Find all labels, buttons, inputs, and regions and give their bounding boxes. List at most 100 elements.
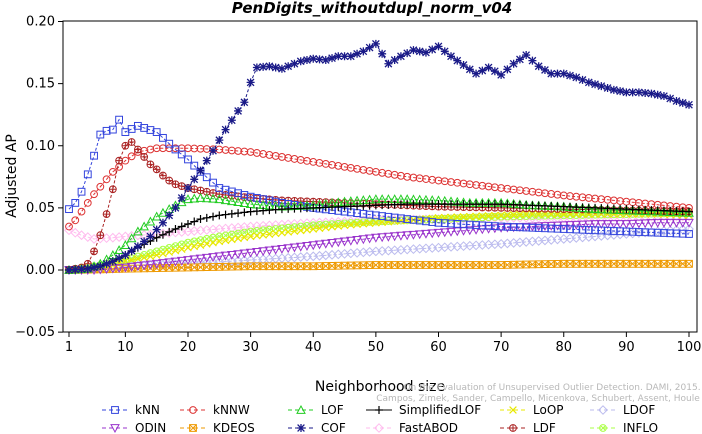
- odin-point: [245, 248, 256, 258]
- cof-point: [653, 90, 662, 99]
- odin-point: [596, 220, 607, 230]
- cof-point: [321, 56, 330, 65]
- cof-point: [497, 70, 506, 79]
- odin-point: [239, 249, 250, 259]
- odin-point: [371, 233, 381, 243]
- knn-point: [528, 223, 537, 232]
- x-tick-label: 40: [305, 340, 322, 355]
- loop-point: [303, 225, 311, 234]
- cof-point: [547, 69, 556, 78]
- odin-point: [546, 221, 557, 231]
- odin-point: [665, 218, 676, 228]
- legend-swatch-marker: [110, 424, 120, 434]
- odin-point: [314, 240, 325, 250]
- simplifiedlof-point: [240, 208, 249, 217]
- knn-point: [90, 151, 98, 160]
- lof-point: [214, 194, 225, 204]
- lof-point: [684, 207, 694, 217]
- legend-item-kdeos: KDEOS: [180, 421, 255, 434]
- cof-point: [353, 49, 362, 58]
- odin-point: [421, 229, 431, 239]
- odin-point: [389, 232, 400, 242]
- cof-point: [672, 97, 681, 106]
- odin-point: [408, 230, 419, 240]
- lof-point: [596, 204, 607, 214]
- ldf-point: [102, 210, 111, 218]
- simplifiedlof-point: [190, 217, 199, 226]
- knn-point: [678, 229, 687, 238]
- cof-point: [396, 52, 405, 61]
- loop-point: [234, 234, 242, 243]
- ldf-point: [115, 156, 124, 165]
- odin-point: [571, 220, 582, 230]
- lof-point: [114, 245, 124, 255]
- cof-point: [246, 78, 255, 87]
- cof-line: [68, 43, 690, 271]
- knn-point: [453, 220, 462, 228]
- cof-point: [540, 65, 549, 74]
- knn-point: [209, 178, 217, 187]
- ldf-point: [121, 141, 130, 150]
- cof-point: [259, 62, 268, 71]
- cof-point: [65, 266, 73, 274]
- lof-point: [640, 206, 651, 216]
- chart-title: PenDigits_withoutdupl_norm_v04: [232, 0, 512, 17]
- cof-point: [309, 54, 318, 63]
- knn-point: [559, 225, 568, 233]
- knn-point: [465, 220, 474, 229]
- watermark-citation: On the Evaluation of Unsupervised Outlie…: [403, 383, 700, 393]
- cof-point: [428, 45, 437, 54]
- loop-point: [353, 220, 361, 229]
- knn-point: [541, 224, 549, 233]
- cof-point: [578, 75, 587, 84]
- knnw-point: [90, 190, 98, 199]
- lof-point: [183, 194, 193, 204]
- simplifiedlof-point: [227, 209, 236, 218]
- odin-point: [264, 246, 275, 256]
- knn-point: [365, 210, 374, 219]
- knn-point: [622, 227, 631, 236]
- cof-point: [371, 39, 380, 48]
- odin-point: [527, 222, 538, 232]
- lof-point: [652, 206, 663, 216]
- odin-point: [602, 220, 613, 230]
- odin-point: [464, 226, 475, 236]
- cof-point: [384, 59, 393, 68]
- legend-item-inflo: INFLO: [590, 421, 658, 434]
- cof-point: [421, 48, 430, 57]
- loop-point: [209, 238, 217, 247]
- cof-point: [378, 49, 387, 58]
- ldf-point: [127, 138, 136, 146]
- cof-point: [302, 56, 311, 65]
- odin-point: [164, 258, 175, 268]
- odin-point: [402, 231, 413, 241]
- cof-point: [234, 106, 243, 115]
- knn-point: [628, 227, 637, 236]
- knn-point: [490, 222, 499, 231]
- legend-label: ODIN: [135, 421, 166, 434]
- y-tick-label: 0.15: [26, 77, 55, 92]
- odin-point: [283, 244, 294, 254]
- odin-point: [565, 221, 575, 231]
- ldf-point: [196, 186, 205, 195]
- legend-swatch-marker: [111, 406, 119, 414]
- legend-swatch-marker: [189, 406, 197, 414]
- lof-point: [120, 240, 131, 250]
- legend-swatch-marker: [189, 424, 197, 432]
- ldf-point: [159, 171, 167, 180]
- loop-point: [465, 212, 474, 221]
- ldf-point: [165, 176, 174, 185]
- loop-point: [328, 222, 336, 231]
- cof-point: [685, 100, 693, 109]
- knnw-point: [227, 146, 236, 155]
- odin-point: [333, 238, 344, 248]
- legend-label: LDF: [533, 421, 556, 434]
- odin-point: [345, 236, 356, 246]
- cof-point: [196, 166, 205, 175]
- odin-point: [427, 229, 438, 239]
- legend-label: kNNW: [213, 403, 250, 417]
- loop-point: [171, 246, 180, 255]
- odin-point: [233, 250, 243, 260]
- cof-point: [221, 125, 230, 134]
- odin-point: [220, 251, 231, 261]
